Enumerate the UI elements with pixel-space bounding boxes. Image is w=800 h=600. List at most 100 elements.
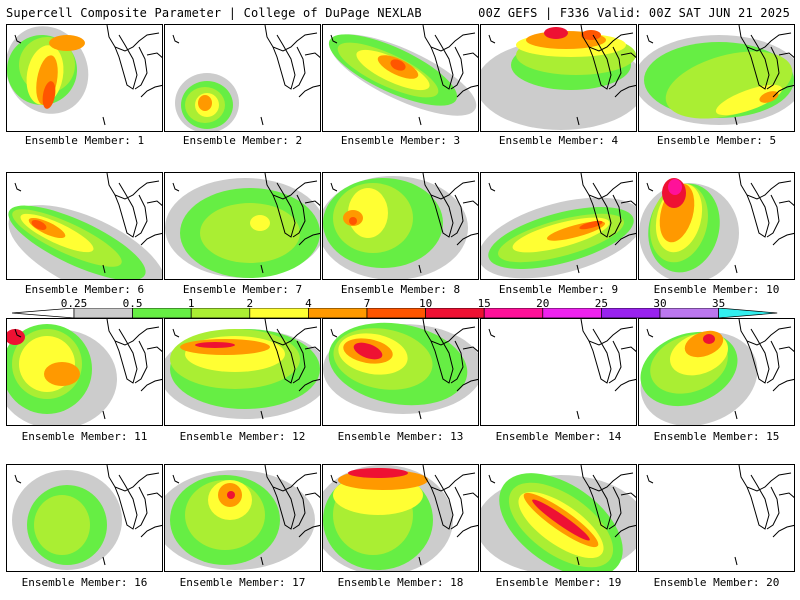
colorbar-svg — [12, 308, 778, 319]
scp-map — [639, 25, 794, 126]
ensemble-member-label: Ensemble Member: 3 — [340, 134, 461, 147]
coastline-outline — [620, 492, 636, 498]
coastline-outline — [264, 25, 318, 52]
state-border — [646, 182, 654, 192]
coastline-outline — [462, 52, 478, 58]
scp-contour-fill — [544, 27, 568, 39]
scp-map — [481, 25, 636, 130]
coastline-outline — [272, 34, 296, 90]
coastline-outline — [456, 524, 478, 538]
coastline-outline — [588, 328, 612, 384]
river-mark — [260, 264, 264, 274]
colorbar-segment — [366, 308, 426, 319]
ensemble-member-label: Ensemble Member: 17 — [179, 576, 306, 589]
river-mark — [102, 556, 106, 566]
run-valid-time: 00Z GEFS | F336 Valid: 00Z SAT JUN 21 20… — [478, 6, 790, 20]
scp-map — [165, 465, 320, 570]
scp-map — [328, 25, 478, 126]
state-border — [330, 474, 338, 484]
coastline-outline — [264, 465, 318, 492]
coastline-outline — [134, 486, 148, 530]
coastline-outline — [608, 340, 622, 384]
ensemble-member-label: Ensemble Member: 2 — [182, 134, 303, 147]
colorbar-tick-label: 30 — [653, 297, 667, 310]
ensemble-member-label: Ensemble Member: 18 — [337, 576, 464, 589]
scp-contour-fill — [49, 35, 85, 51]
state-border — [14, 182, 22, 192]
colorbar-tick-label: 0.5 — [122, 297, 143, 310]
scp-contour-fill — [227, 491, 235, 499]
ensemble-map-panel — [164, 172, 321, 280]
coastline-outline — [772, 232, 794, 246]
state-border — [172, 328, 180, 338]
coastline-outline — [620, 200, 636, 206]
scp-contour-fill — [200, 203, 300, 263]
scp-contour-fill — [7, 329, 25, 345]
coastline-outline — [778, 346, 794, 352]
ensemble-member-label: Ensemble Member: 7 — [182, 283, 303, 296]
scp-map — [323, 465, 478, 571]
coastline-outline — [134, 340, 148, 384]
coastline-outline — [766, 194, 780, 238]
scp-contour-fill — [759, 91, 779, 103]
coastline-outline — [580, 25, 634, 52]
river-mark — [418, 116, 422, 126]
colorbar-tick-label: 7 — [363, 297, 371, 310]
coastline-outline — [738, 319, 792, 346]
coastline-outline — [134, 194, 148, 238]
colorbar-tick-label: 35 — [711, 297, 726, 310]
scp-contour-fill — [579, 220, 603, 230]
scp-contour-fill — [348, 188, 388, 238]
ensemble-map-panel — [6, 24, 163, 132]
scp-contour-fill — [42, 81, 56, 109]
ensemble-map-panel — [164, 318, 321, 426]
colorbar-segment — [249, 308, 309, 319]
coastline-outline — [430, 474, 454, 530]
scp-map — [646, 465, 794, 566]
coastline-outline — [450, 194, 464, 238]
coastline-outline — [608, 194, 622, 238]
coastline-outline — [106, 25, 160, 52]
river-mark — [418, 556, 422, 566]
ensemble-map-panel — [6, 464, 163, 572]
scp-map — [7, 319, 162, 425]
coastline-outline — [614, 84, 636, 98]
coastline-outline — [456, 378, 478, 392]
state-border — [646, 474, 654, 484]
river-mark — [734, 116, 738, 126]
ensemble-member-label: Ensemble Member: 20 — [653, 576, 780, 589]
coastline-outline — [422, 319, 476, 346]
coastline-outline — [430, 34, 454, 90]
colorbar-tick-label: 0.25 — [60, 297, 88, 310]
river-mark — [102, 410, 106, 420]
ensemble-member-label: Ensemble Member: 5 — [656, 134, 777, 147]
coastline-outline — [304, 200, 320, 206]
coastline-outline — [608, 486, 622, 530]
coastline-outline — [430, 328, 454, 384]
scp-map — [323, 173, 478, 279]
coastline-outline — [430, 182, 454, 238]
scp-contour-fill — [34, 495, 90, 555]
river-mark — [418, 264, 422, 274]
map-title: Supercell Composite Parameter | College … — [6, 6, 422, 20]
ensemble-member-label: Ensemble Member: 14 — [495, 430, 622, 443]
coastline-outline — [746, 182, 770, 238]
scp-map — [8, 173, 162, 279]
scp-contour-fill — [353, 342, 383, 360]
colorbar-segment — [718, 308, 778, 319]
coastline-outline — [588, 182, 612, 238]
ensemble-map-panel — [322, 318, 479, 426]
coastline-outline — [766, 486, 780, 530]
state-border — [172, 474, 180, 484]
state-border — [172, 182, 180, 192]
coastline-outline — [462, 492, 478, 498]
scp-contour-fill — [703, 334, 715, 344]
state-border — [330, 34, 338, 44]
scp-contour-fill — [250, 215, 270, 231]
scp-contour-fill — [581, 30, 601, 40]
coastline-outline — [422, 173, 476, 200]
state-border — [14, 328, 22, 338]
coastline-outline — [778, 200, 794, 206]
scp-contour-fill — [348, 468, 408, 478]
scp-contour-fill — [532, 499, 590, 541]
